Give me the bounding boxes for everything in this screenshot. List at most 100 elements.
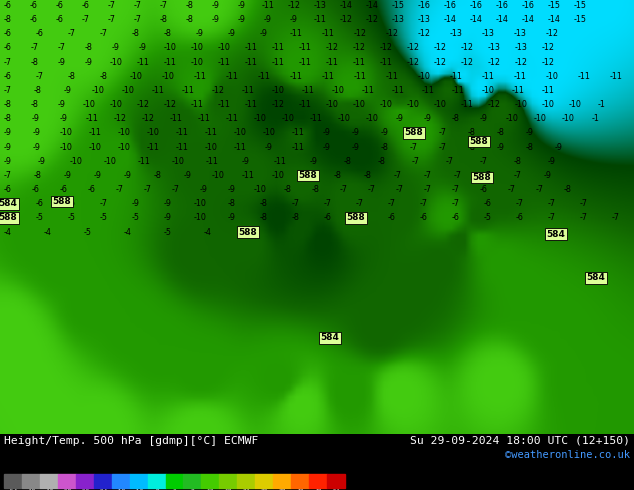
Text: -11: -11 xyxy=(191,100,204,109)
Text: -7: -7 xyxy=(356,199,364,208)
Text: -9: -9 xyxy=(238,1,246,10)
Text: -11: -11 xyxy=(226,114,238,123)
Text: -11: -11 xyxy=(245,100,257,109)
Text: -8: -8 xyxy=(260,214,268,222)
Text: -11: -11 xyxy=(392,86,404,95)
Text: -9: -9 xyxy=(64,171,72,180)
Text: -10: -10 xyxy=(89,143,101,151)
Text: 12: 12 xyxy=(207,489,214,490)
Text: -12: -12 xyxy=(418,29,430,38)
Text: ©weatheronline.co.uk: ©weatheronline.co.uk xyxy=(505,450,630,460)
Text: -11: -11 xyxy=(299,58,311,67)
Bar xyxy=(4,474,22,488)
Text: -9: -9 xyxy=(264,15,272,24)
Text: -16: -16 xyxy=(418,1,430,10)
Text: -11: -11 xyxy=(354,72,366,81)
Bar xyxy=(40,474,58,488)
Text: -11: -11 xyxy=(262,1,275,10)
Text: -11: -11 xyxy=(245,58,257,67)
Text: -10: -10 xyxy=(91,86,105,95)
Text: -11: -11 xyxy=(257,72,271,81)
Text: -12: -12 xyxy=(212,86,224,95)
Text: -11: -11 xyxy=(512,86,524,95)
Text: -10: -10 xyxy=(205,143,217,151)
Text: -6: -6 xyxy=(60,185,68,194)
Text: -9: -9 xyxy=(38,157,46,166)
Text: -38: -38 xyxy=(61,489,72,490)
Text: -15: -15 xyxy=(574,15,586,24)
Text: -9: -9 xyxy=(424,114,432,123)
Text: -8: -8 xyxy=(284,185,292,194)
Text: -11: -11 xyxy=(271,44,285,52)
Text: -18: -18 xyxy=(115,489,126,490)
Text: -16: -16 xyxy=(522,1,534,10)
Text: -8: -8 xyxy=(164,29,172,38)
Text: -9: -9 xyxy=(497,143,505,151)
Text: -9: -9 xyxy=(544,171,552,180)
Text: 584: 584 xyxy=(321,333,339,343)
Text: -6: -6 xyxy=(32,185,40,194)
Text: -12: -12 xyxy=(515,58,527,67)
Text: -11: -11 xyxy=(217,100,230,109)
Text: -9: -9 xyxy=(212,15,220,24)
Text: -6: -6 xyxy=(30,15,38,24)
Text: -7: -7 xyxy=(340,185,348,194)
Text: -10: -10 xyxy=(110,100,122,109)
Text: -7: -7 xyxy=(412,157,420,166)
Text: -7: -7 xyxy=(484,171,492,180)
Text: -7: -7 xyxy=(31,44,39,52)
Text: 38: 38 xyxy=(278,489,286,490)
Text: -5: -5 xyxy=(132,214,140,222)
Text: -10: -10 xyxy=(271,171,285,180)
Text: -7: -7 xyxy=(368,185,376,194)
Text: -5: -5 xyxy=(68,214,76,222)
Text: -9: -9 xyxy=(124,171,132,180)
Text: -13: -13 xyxy=(450,29,462,38)
Text: -7: -7 xyxy=(439,143,447,151)
Text: -12: -12 xyxy=(406,58,420,67)
Text: -10: -10 xyxy=(326,100,339,109)
Text: -11: -11 xyxy=(321,29,335,38)
Text: -11: -11 xyxy=(321,72,335,81)
Text: -11: -11 xyxy=(271,58,285,67)
Text: -12: -12 xyxy=(406,44,420,52)
Bar xyxy=(94,474,112,488)
Text: -9: -9 xyxy=(164,214,172,222)
Text: -9: -9 xyxy=(184,171,192,180)
Text: -9: -9 xyxy=(132,199,140,208)
Text: -10: -10 xyxy=(122,86,134,95)
Text: -11: -11 xyxy=(193,72,207,81)
Text: -10: -10 xyxy=(271,86,285,95)
Text: -11: -11 xyxy=(299,44,311,52)
Text: -9: -9 xyxy=(33,128,41,137)
Text: -16: -16 xyxy=(496,1,508,10)
Text: -12: -12 xyxy=(488,58,500,67)
Text: -10: -10 xyxy=(262,128,275,137)
Bar xyxy=(202,474,219,488)
Text: -10: -10 xyxy=(534,114,547,123)
Text: -6: -6 xyxy=(4,44,12,52)
Text: -42: -42 xyxy=(43,489,55,490)
Text: -10: -10 xyxy=(233,128,247,137)
Text: -7: -7 xyxy=(116,185,124,194)
Text: -9: -9 xyxy=(548,157,556,166)
Text: -10: -10 xyxy=(117,143,131,151)
Text: -7: -7 xyxy=(108,15,116,24)
Text: -9: -9 xyxy=(112,44,120,52)
Text: -9: -9 xyxy=(60,114,68,123)
Text: -7: -7 xyxy=(134,15,142,24)
Text: -10: -10 xyxy=(193,199,207,208)
Text: -7: -7 xyxy=(324,199,332,208)
Text: -10: -10 xyxy=(70,157,82,166)
Text: -9: -9 xyxy=(139,44,147,52)
Text: 48: 48 xyxy=(314,489,322,490)
Bar xyxy=(327,474,345,488)
Text: -10: -10 xyxy=(129,72,143,81)
Text: -12: -12 xyxy=(380,44,392,52)
Text: -8: -8 xyxy=(514,157,522,166)
Bar xyxy=(291,474,309,488)
Text: 0: 0 xyxy=(172,489,176,490)
Text: -6: -6 xyxy=(452,214,460,222)
Text: -11: -11 xyxy=(245,44,257,52)
Text: -12: -12 xyxy=(353,44,365,52)
